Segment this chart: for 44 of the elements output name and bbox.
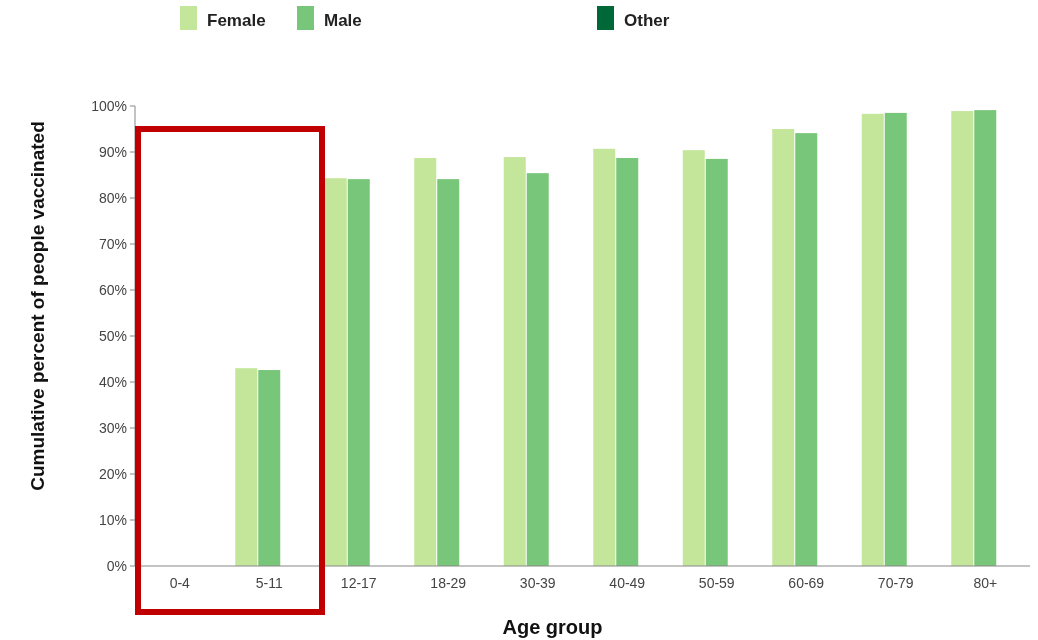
y-tick-label: 0% bbox=[106, 557, 127, 574]
x-tick-label: 80+ bbox=[973, 575, 998, 591]
bar bbox=[974, 110, 997, 566]
legend-label: Other bbox=[624, 11, 670, 30]
y-tick-label: 80% bbox=[98, 189, 127, 206]
x-tick-label: 60-69 bbox=[788, 575, 825, 591]
y-tick-label: 60% bbox=[98, 281, 127, 298]
bar bbox=[951, 111, 974, 566]
x-tick-label: 40-49 bbox=[609, 575, 646, 591]
bar bbox=[884, 112, 907, 566]
bar bbox=[795, 133, 818, 566]
y-tick-label: 10% bbox=[98, 511, 127, 528]
y-axis-title: Cumulative percent of people vaccinated bbox=[27, 121, 48, 491]
x-tick-label: 0-4 bbox=[169, 575, 191, 591]
bar bbox=[324, 178, 347, 566]
y-tick-label: 50% bbox=[98, 327, 127, 344]
x-tick-label: 12-17 bbox=[340, 575, 377, 591]
x-tick-label: 30-39 bbox=[519, 575, 556, 591]
y-tick-label: 20% bbox=[98, 465, 127, 482]
y-tick-label: 40% bbox=[98, 373, 127, 390]
y-tick-label: 90% bbox=[98, 143, 127, 160]
x-tick-label: 5-11 bbox=[255, 575, 283, 591]
bar bbox=[772, 129, 795, 566]
bar bbox=[682, 150, 705, 566]
y-tick-label: 100% bbox=[91, 97, 127, 114]
bar bbox=[437, 179, 460, 566]
bar bbox=[258, 370, 281, 566]
legend-label: Male bbox=[324, 11, 362, 30]
y-tick-label: 30% bbox=[98, 419, 127, 436]
x-axis-title: Age group bbox=[502, 616, 603, 638]
bar bbox=[526, 173, 549, 566]
legend-label: Female bbox=[207, 11, 266, 30]
bar bbox=[347, 179, 370, 566]
bar bbox=[414, 157, 437, 566]
bar bbox=[503, 157, 526, 566]
bar bbox=[861, 113, 884, 566]
bar bbox=[593, 148, 616, 566]
x-tick-label: 18-29 bbox=[430, 575, 467, 591]
x-tick-label: 50-59 bbox=[698, 575, 735, 591]
y-tick-label: 70% bbox=[98, 235, 127, 252]
x-tick-label: 70-79 bbox=[877, 575, 914, 591]
bar bbox=[705, 158, 728, 566]
bar bbox=[616, 157, 639, 566]
bar bbox=[235, 368, 258, 566]
